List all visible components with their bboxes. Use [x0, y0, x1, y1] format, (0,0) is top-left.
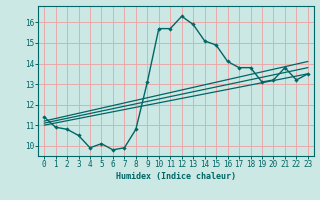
X-axis label: Humidex (Indice chaleur): Humidex (Indice chaleur)	[116, 172, 236, 181]
